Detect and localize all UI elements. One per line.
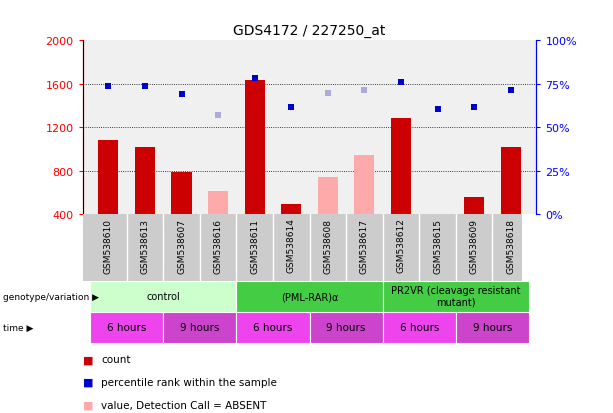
Bar — [90, 281, 237, 312]
Text: GSM538618: GSM538618 — [506, 218, 516, 273]
Bar — [427, 215, 447, 216]
Bar — [383, 281, 529, 312]
Bar — [501, 147, 521, 215]
Text: GSM538608: GSM538608 — [323, 218, 332, 273]
Text: GSM538610: GSM538610 — [104, 218, 113, 273]
Text: 6 hours: 6 hours — [253, 322, 292, 332]
Text: 9 hours: 9 hours — [327, 322, 366, 332]
Text: PR2VR (cleavage resistant
mutant): PR2VR (cleavage resistant mutant) — [391, 285, 520, 307]
Text: GSM538611: GSM538611 — [250, 218, 259, 273]
Text: GSM538607: GSM538607 — [177, 218, 186, 273]
Text: ■: ■ — [83, 377, 93, 387]
Bar — [98, 141, 118, 215]
Text: GSM538612: GSM538612 — [397, 218, 406, 273]
Text: GSM538613: GSM538613 — [140, 218, 150, 273]
Text: time ▶: time ▶ — [3, 323, 34, 332]
Bar — [135, 147, 155, 215]
Bar — [383, 312, 456, 343]
Bar — [456, 312, 529, 343]
Text: percentile rank within the sample: percentile rank within the sample — [101, 377, 277, 387]
Text: 9 hours: 9 hours — [180, 322, 219, 332]
Text: 6 hours: 6 hours — [400, 322, 439, 332]
Text: value, Detection Call = ABSENT: value, Detection Call = ABSENT — [101, 400, 267, 410]
Text: GSM538614: GSM538614 — [287, 218, 296, 273]
Title: GDS4172 / 227250_at: GDS4172 / 227250_at — [234, 24, 386, 38]
Text: (PML-RAR)α: (PML-RAR)α — [281, 291, 338, 301]
Bar — [90, 312, 163, 343]
Bar — [208, 192, 228, 215]
Bar — [245, 80, 265, 215]
Bar — [391, 118, 411, 215]
Text: 6 hours: 6 hours — [107, 322, 147, 332]
Bar — [310, 312, 383, 343]
Text: GSM538617: GSM538617 — [360, 218, 369, 273]
Bar — [354, 155, 375, 215]
Bar — [163, 312, 237, 343]
Text: genotype/variation ▶: genotype/variation ▶ — [3, 292, 99, 301]
Text: GSM538615: GSM538615 — [433, 218, 442, 273]
Text: 9 hours: 9 hours — [473, 322, 512, 332]
Bar — [318, 178, 338, 215]
Text: ■: ■ — [83, 400, 93, 410]
Text: ■: ■ — [83, 354, 93, 364]
Bar — [237, 312, 310, 343]
Bar — [172, 173, 192, 215]
Text: GSM538609: GSM538609 — [470, 218, 479, 273]
Bar — [281, 205, 302, 215]
Bar — [464, 197, 484, 215]
Text: count: count — [101, 354, 131, 364]
Text: GSM538616: GSM538616 — [213, 218, 223, 273]
Text: control: control — [147, 291, 180, 301]
Bar — [237, 281, 383, 312]
